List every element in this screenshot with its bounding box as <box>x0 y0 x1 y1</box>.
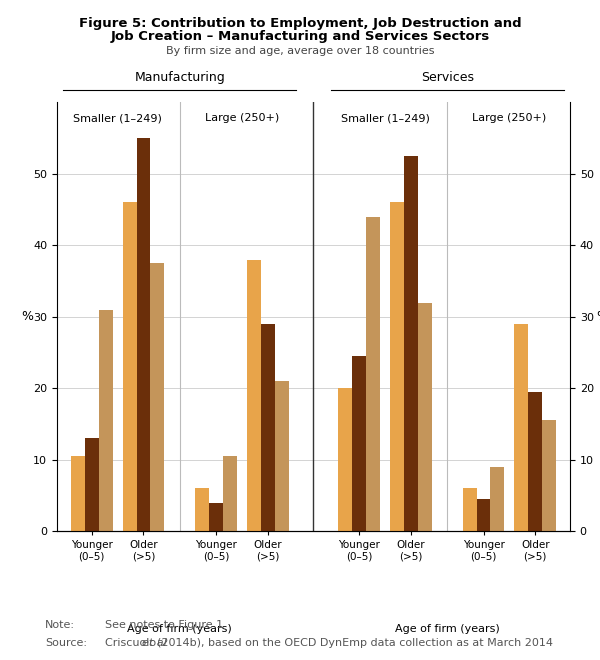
Text: Services: Services <box>421 71 474 84</box>
Bar <box>195 488 209 531</box>
Text: Criscuolo: Criscuolo <box>105 638 160 648</box>
Bar <box>151 263 164 531</box>
Text: Smaller (1–249): Smaller (1–249) <box>341 113 430 123</box>
Text: By firm size and age, average over 18 countries: By firm size and age, average over 18 co… <box>166 46 434 56</box>
Text: Figure 5: Contribution to Employment, Job Destruction and: Figure 5: Contribution to Employment, Jo… <box>79 16 521 30</box>
Bar <box>275 381 289 531</box>
Y-axis label: %: % <box>596 310 600 323</box>
Text: (2014b), based on the OECD DynEmp data collection as at March 2014: (2014b), based on the OECD DynEmp data c… <box>157 638 553 648</box>
Bar <box>122 203 137 531</box>
Bar <box>490 467 505 531</box>
Text: Large (250+): Large (250+) <box>205 113 279 123</box>
Bar <box>209 503 223 531</box>
Y-axis label: %: % <box>22 310 34 323</box>
Bar <box>390 203 404 531</box>
Text: Age of firm (years): Age of firm (years) <box>395 624 500 634</box>
Bar <box>514 324 529 531</box>
Bar <box>223 456 237 531</box>
Bar <box>366 216 380 531</box>
Bar <box>261 324 275 531</box>
Bar <box>247 259 261 531</box>
Text: Source:: Source: <box>45 638 87 648</box>
Bar <box>137 138 151 531</box>
Bar <box>98 310 113 531</box>
Bar <box>352 356 366 531</box>
Text: Large (250+): Large (250+) <box>472 113 547 123</box>
Text: Note:: Note: <box>45 620 75 630</box>
Bar <box>85 438 98 531</box>
Bar <box>404 156 418 531</box>
Text: Job Creation – Manufacturing and Services Sectors: Job Creation – Manufacturing and Service… <box>110 30 490 44</box>
Bar <box>476 499 490 531</box>
Text: See notes to Figure 1: See notes to Figure 1 <box>105 620 223 630</box>
Text: Smaller (1–249): Smaller (1–249) <box>73 113 162 123</box>
Bar <box>338 388 352 531</box>
Text: et al: et al <box>142 638 167 648</box>
Bar <box>529 392 542 531</box>
Bar <box>542 420 556 531</box>
Text: Manufacturing: Manufacturing <box>134 71 225 84</box>
Bar <box>71 456 85 531</box>
Bar <box>418 302 432 531</box>
Bar <box>463 488 476 531</box>
Text: Age of firm (years): Age of firm (years) <box>127 624 232 634</box>
